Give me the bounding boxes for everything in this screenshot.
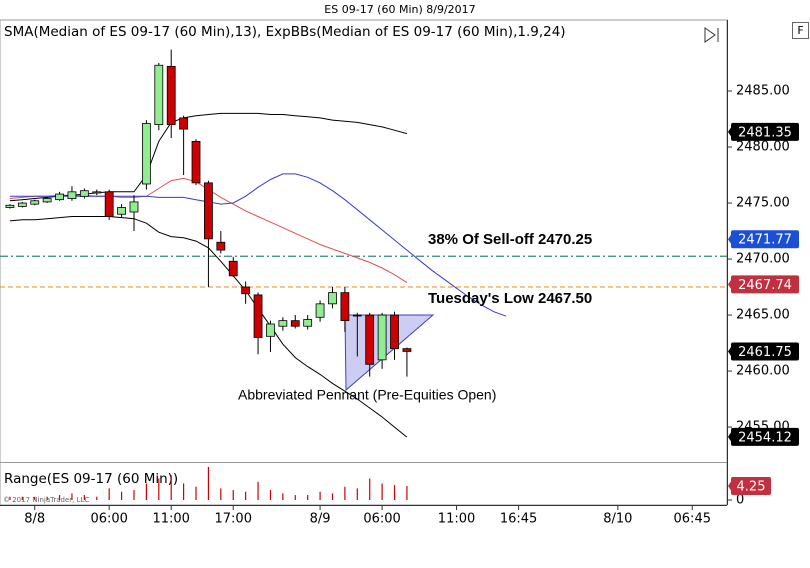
window-title: ES 09-17 (60 Min) 8/9/2017 [324, 3, 475, 16]
candle-body [352, 314, 362, 317]
candle-body [216, 241, 226, 251]
candle-body [365, 314, 375, 365]
candle-body [241, 286, 251, 295]
price-marker [731, 427, 799, 446]
x-tick-label: 06:00 [363, 512, 400, 527]
price-marker-label: 4.25 [737, 479, 766, 494]
annotation: 38% Of Sell-off 2470.25 [428, 231, 592, 248]
pane-button[interactable] [792, 22, 809, 39]
candle-body [191, 141, 201, 184]
price-marker-label: 2461.75 [738, 345, 792, 360]
price-marker [731, 342, 799, 361]
candle-body [55, 193, 64, 201]
pane-button-label[interactable]: F [797, 24, 803, 37]
scroll-button[interactable] [704, 27, 719, 43]
candle-body [340, 292, 350, 322]
candle-body [154, 64, 164, 126]
y-tick-label: 0 [736, 493, 744, 508]
range-title: Range(ES 09-17 (60 Min)) [4, 471, 178, 487]
candle-body [290, 320, 300, 327]
candle-body [253, 294, 263, 338]
candle-body [129, 201, 139, 213]
y-tick-label: 2460.00 [736, 364, 790, 379]
candle-body [402, 348, 412, 352]
x-tick-label: 16:45 [500, 512, 537, 527]
y-tick-label: 2465.00 [736, 308, 790, 323]
candle-body [266, 323, 275, 337]
candle-body [166, 65, 176, 126]
x-tick-label: 8/9 [310, 512, 331, 527]
candle-body [104, 191, 114, 217]
scroll-icon [704, 27, 716, 43]
candle-body [79, 190, 89, 197]
candle-body [204, 182, 213, 240]
price-marker [731, 230, 799, 249]
price-marker-arrow [728, 345, 732, 358]
y-tick-label: 2485.00 [736, 84, 790, 99]
candle-body [117, 207, 126, 215]
candle-body [92, 191, 102, 194]
y-tick-label: 2475.00 [736, 196, 790, 211]
price-marker-arrow [728, 430, 732, 443]
price-marker [731, 275, 799, 294]
price-marker [731, 476, 771, 495]
price-marker-label: 2454.12 [738, 430, 792, 445]
annotation: Abbreviated Pennant (Pre-Equities Open) [238, 387, 496, 403]
candle-body [5, 204, 15, 208]
y-tick-label: 2480.00 [736, 140, 790, 155]
indicator-title: SMA(Median of ES 09-17 (60 Min),13), Exp… [4, 24, 566, 40]
candle-body [278, 320, 288, 327]
x-tick-label: 06:00 [90, 512, 127, 527]
candle-body [67, 191, 77, 199]
price-marker-label: 2467.74 [738, 278, 792, 293]
copyright: © 2017 NinjaTrader, LLC [3, 496, 89, 504]
price-marker [731, 122, 799, 141]
candle-body [141, 123, 151, 185]
candle-body [17, 202, 27, 207]
x-tick-label: 11:00 [438, 512, 475, 527]
x-tick-label: 8/10 [603, 512, 632, 527]
candle-body [315, 303, 325, 318]
candle-body [328, 292, 337, 305]
annotation: Tuesday's Low 2467.50 [428, 290, 592, 307]
candle-body [42, 198, 52, 203]
price-marker-label: 2471.77 [738, 233, 792, 248]
x-tick-label: 8/8 [24, 512, 45, 527]
candle-body [228, 260, 238, 277]
x-tick-label: 11:00 [152, 512, 189, 527]
indicator-line [9, 173, 507, 317]
x-tick-label: 06:45 [674, 512, 711, 527]
price-marker-arrow [728, 278, 732, 291]
candle-body [179, 117, 189, 130]
price-marker-arrow [728, 479, 732, 492]
candle-body [390, 314, 399, 350]
candle-body [30, 200, 40, 205]
price-marker-arrow [728, 125, 732, 138]
price-marker-label: 2481.35 [738, 125, 792, 140]
price-marker-arrow [728, 233, 732, 246]
x-tick-label: 17:00 [215, 512, 252, 527]
candle-body [377, 314, 387, 361]
candle-body [303, 319, 313, 327]
y-tick-label: 2470.00 [736, 252, 790, 267]
